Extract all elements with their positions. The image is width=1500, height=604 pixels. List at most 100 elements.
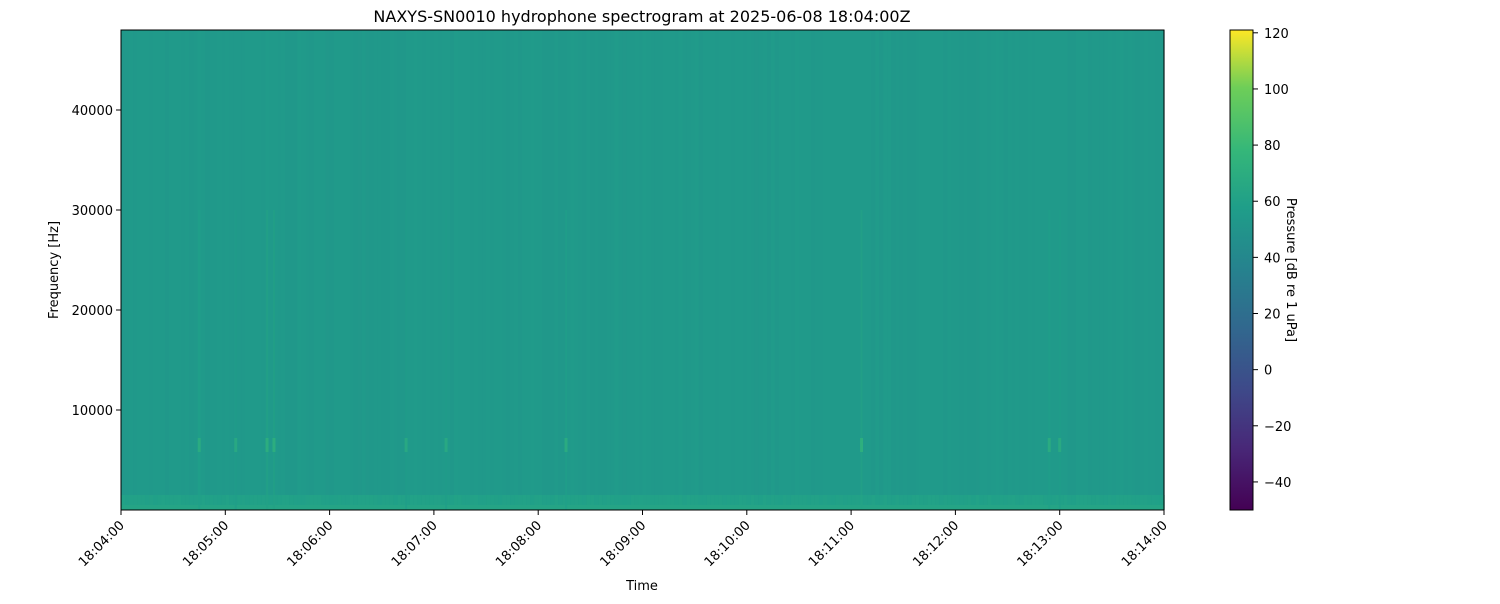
- low-frequency-band: [490, 495, 495, 510]
- spectrogram-column: [129, 30, 134, 510]
- spectrogram-column: [309, 30, 315, 510]
- low-frequency-band: [778, 495, 784, 510]
- transient-mark: [564, 438, 568, 452]
- low-frequency-band: [746, 495, 752, 510]
- low-frequency-band: [522, 495, 527, 510]
- low-frequency-band: [939, 495, 944, 510]
- spectrogram-column: [333, 30, 339, 510]
- low-frequency-band: [758, 495, 764, 510]
- low-frequency-band: [401, 495, 407, 510]
- spectrogram-column: [401, 30, 407, 510]
- spectrogram-column: [726, 30, 732, 510]
- low-frequency-band: [831, 495, 836, 510]
- low-frequency-band: [181, 495, 186, 510]
- spectrogram-column: [851, 30, 856, 510]
- low-frequency-band: [478, 495, 483, 510]
- spectrogram-column: [915, 30, 920, 510]
- low-frequency-band: [999, 495, 1005, 510]
- spectrogram-column: [558, 30, 563, 510]
- y-tick-label: 30000: [72, 204, 113, 219]
- spectrogram-column: [465, 30, 471, 510]
- low-frequency-band: [353, 495, 359, 510]
- low-frequency-band: [766, 495, 772, 510]
- spectrogram-column: [995, 30, 1001, 510]
- x-axis-label: Time: [625, 579, 658, 594]
- spectrogram-column: [698, 30, 704, 510]
- low-frequency-band: [1071, 495, 1077, 510]
- low-frequency-band: [931, 495, 936, 510]
- spectrogram-column: [257, 30, 263, 510]
- low-frequency-band: [165, 495, 170, 510]
- spectrogram-column: [734, 30, 740, 510]
- spectrogram-column: [951, 30, 956, 510]
- spectrogram-column: [373, 30, 379, 510]
- low-frequency-band: [726, 495, 732, 510]
- low-frequency-band: [686, 495, 692, 510]
- low-frequency-band: [839, 495, 844, 510]
- spectrogram-column: [1139, 30, 1145, 510]
- spectrogram-column: [774, 30, 780, 510]
- spectrogram-column: [839, 30, 844, 510]
- spectrogram-column: [931, 30, 936, 510]
- colorbar: [1229, 29, 1254, 511]
- spectrogram-column: [285, 30, 291, 510]
- spectrogram-column: [586, 30, 591, 510]
- spectrogram-column: [606, 30, 612, 510]
- spectrogram-column: [987, 30, 993, 510]
- y-tick-label: 20000: [72, 304, 113, 319]
- spectrogram-column: [437, 30, 443, 510]
- colorbar-tick-label: 80: [1264, 139, 1281, 154]
- spectrogram-column: [249, 30, 254, 510]
- low-frequency-band: [1055, 495, 1061, 510]
- transient-streak: [234, 210, 237, 510]
- low-frequency-band: [546, 495, 551, 510]
- low-frequency-band: [915, 495, 920, 510]
- low-frequency-band: [670, 495, 676, 510]
- low-frequency-band: [678, 495, 684, 510]
- low-frequency-band: [1139, 495, 1145, 510]
- low-frequency-band: [1151, 495, 1157, 510]
- spectrogram-column: [758, 30, 764, 510]
- low-frequency-band: [393, 495, 399, 510]
- low-frequency-band: [959, 495, 965, 510]
- spectrogram-column: [927, 30, 932, 510]
- spectrogram-column: [273, 30, 279, 510]
- low-frequency-band: [570, 495, 575, 510]
- spectrogram-column: [445, 30, 451, 510]
- spectrogram-column: [863, 30, 868, 510]
- spectrogram-column: [831, 30, 836, 510]
- spectrogram-column: [518, 30, 523, 510]
- spectrogram-column: [762, 30, 768, 510]
- spectrogram-column: [963, 30, 969, 510]
- low-frequency-band: [225, 495, 230, 510]
- spectrogram-column: [1099, 30, 1105, 510]
- x-tick-label: 18:11:00: [806, 518, 858, 570]
- low-frequency-band: [341, 495, 347, 510]
- low-frequency-band: [457, 495, 463, 510]
- spectrogram-column: [879, 30, 884, 510]
- spectrogram-column: [798, 30, 804, 510]
- spectrogram-column: [510, 30, 515, 510]
- spectrogram-column: [570, 30, 575, 510]
- x-tick-label: 18:08:00: [493, 518, 545, 570]
- spectrogram-column: [1115, 30, 1121, 510]
- low-frequency-band: [622, 495, 628, 510]
- low-frequency-band: [903, 495, 908, 510]
- low-frequency-band: [1143, 495, 1149, 510]
- spectrogram-column: [1103, 30, 1109, 510]
- low-frequency-band: [433, 495, 439, 510]
- spectrogram-column: [417, 30, 423, 510]
- x-tick-label: 18:06:00: [285, 518, 337, 570]
- low-frequency-band: [309, 495, 315, 510]
- spectrogram-column: [935, 30, 940, 510]
- low-frequency-band: [971, 495, 977, 510]
- spectrogram-column: [361, 30, 367, 510]
- spectrogram-column: [590, 30, 595, 510]
- low-frequency-band: [361, 495, 367, 510]
- low-frequency-band: [1147, 495, 1153, 510]
- spectrogram-column: [161, 30, 166, 510]
- low-frequency-band: [121, 495, 126, 510]
- spectrogram-column: [955, 30, 961, 510]
- x-tick-label: 18:10:00: [702, 518, 754, 570]
